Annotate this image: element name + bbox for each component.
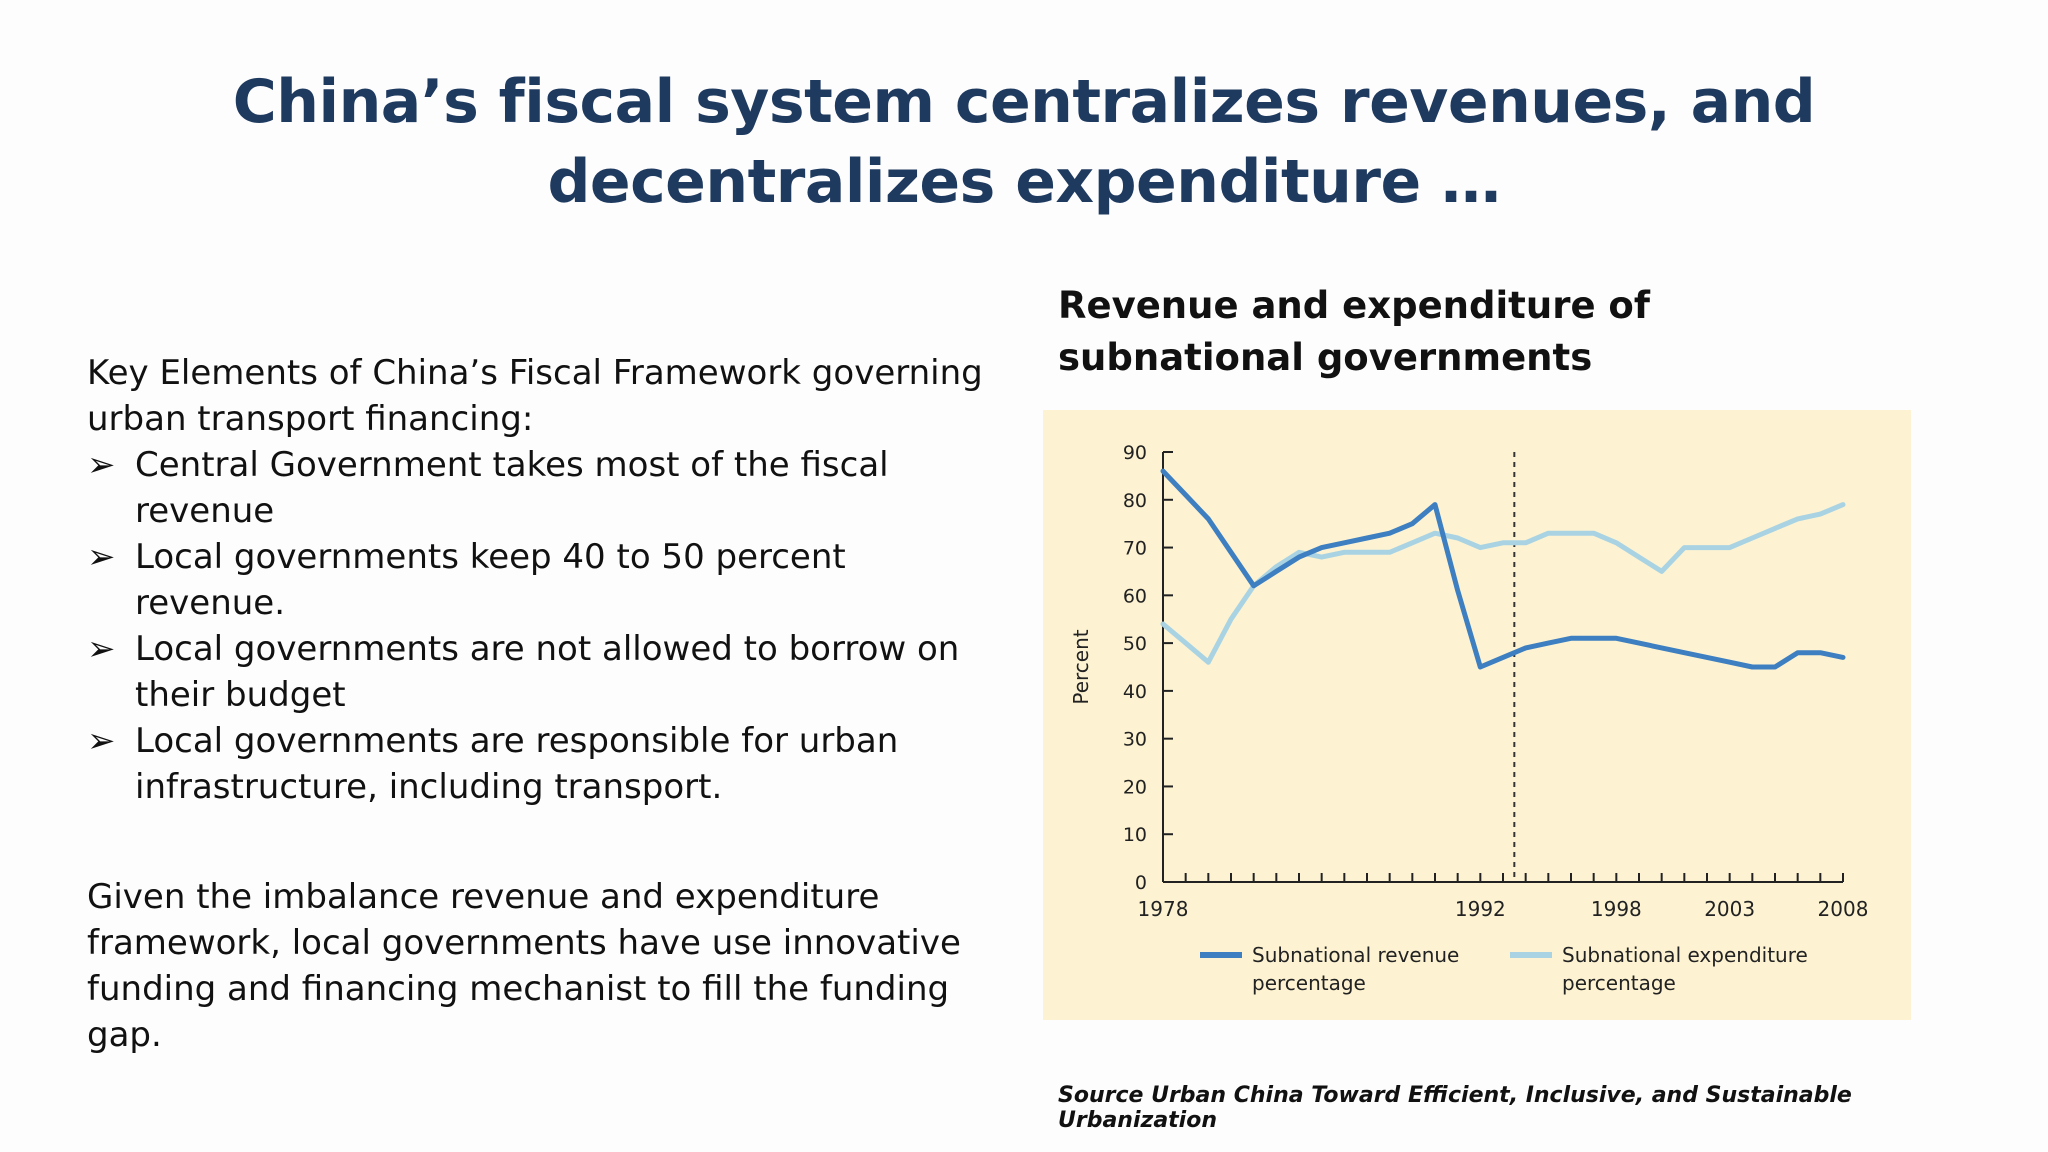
key-elements-text: Key Elements of China’s Fiscal Framework…	[87, 350, 987, 1058]
arrow-bullet-icon: ➢	[87, 537, 116, 577]
bullet-item: ➢ Local governments are not allowed to bo…	[87, 626, 987, 718]
arrow-bullet-icon: ➢	[87, 445, 116, 485]
series-line	[1160, 468, 1846, 670]
y-tick-label: 90	[1123, 442, 1147, 464]
x-tick-label: 1998	[1591, 897, 1642, 921]
bullet-text: Central Government takes most of the fis…	[135, 445, 889, 531]
slide-title: China’s fiscal system centralizes revenu…	[232, 67, 1816, 217]
y-tick-label: 70	[1123, 538, 1147, 560]
y-axis-label: Percent	[1069, 629, 1093, 704]
y-tick-label: 30	[1123, 729, 1147, 751]
closing-paragraph: Given the imbalance revenue and expendit…	[87, 877, 961, 1055]
x-tick-label: 1978	[1138, 897, 1189, 921]
y-tick-label: 80	[1123, 490, 1147, 512]
series-line	[1160, 502, 1846, 665]
bullet-item: ➢ Local governments keep 40 to 50 percent…	[87, 534, 987, 626]
bullet-list: ➢ Central Government takes most of the fi…	[87, 442, 987, 810]
legend-label: percentage	[1252, 971, 1366, 995]
y-tick-label: 10	[1123, 824, 1147, 846]
y-tick-label: 0	[1135, 872, 1147, 894]
bullet-text: Local governments are responsible for ur…	[135, 721, 899, 807]
bullet-text: Local governments keep 40 to 50 percent …	[135, 537, 846, 623]
legend-label: Subnational expenditure	[1562, 943, 1808, 967]
chart-panel: 0 10 20 30 40 50 60 70 80 90 1978 1992 1998 2003 2008 P…	[1043, 410, 1911, 1020]
y-tick-label: 40	[1123, 681, 1147, 703]
arrow-bullet-icon: ➢	[87, 629, 116, 669]
legend-label: Subnational revenue	[1252, 943, 1459, 967]
arrow-bullet-icon: ➢	[87, 721, 116, 761]
y-tick-label: 50	[1123, 633, 1147, 655]
line-chart: 0 10 20 30 40 50 60 70 80 90 1978 1992 1998 2003 2008 P…	[1069, 442, 1869, 995]
bullet-text: Local governments are not allowed to bor…	[135, 629, 960, 715]
source-note: Source Urban China Toward Efficient, Inc…	[1058, 1083, 1852, 1133]
x-tick-label: 1992	[1455, 897, 1506, 921]
y-tick-label: 60	[1123, 585, 1147, 607]
bullet-item: ➢ Local governments are responsible for u…	[87, 718, 987, 810]
y-tick-label: 20	[1123, 776, 1147, 798]
intro-text: Key Elements of China’s Fiscal Framework…	[87, 353, 983, 439]
x-tick-label: 2003	[1704, 897, 1755, 921]
bullet-item: ➢ Central Government takes most of the fi…	[87, 442, 987, 534]
legend-label: percentage	[1562, 971, 1676, 995]
chart-title: Revenue and expenditure of subnational g…	[1058, 284, 1650, 379]
x-tick-label: 2008	[1818, 897, 1869, 921]
